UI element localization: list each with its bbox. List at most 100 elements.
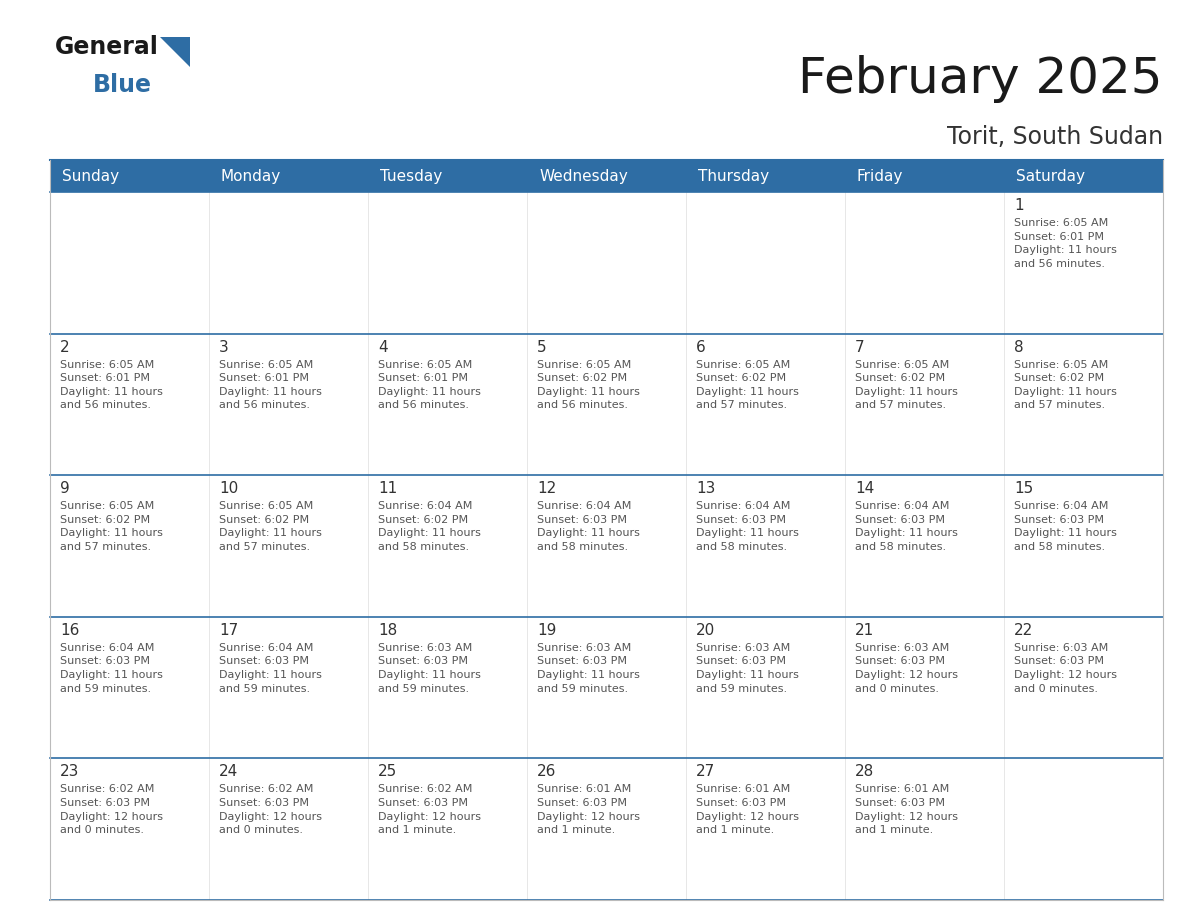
Text: Sunrise: 6:02 AM
Sunset: 6:03 PM
Daylight: 12 hours
and 0 minutes.: Sunrise: 6:02 AM Sunset: 6:03 PM Dayligh… bbox=[61, 784, 163, 835]
Text: Sunrise: 6:05 AM
Sunset: 6:02 PM
Daylight: 11 hours
and 57 minutes.: Sunrise: 6:05 AM Sunset: 6:02 PM Dayligh… bbox=[61, 501, 163, 552]
Bar bbox=[1004, 192, 1163, 333]
Text: Sunday: Sunday bbox=[62, 169, 119, 184]
Text: 26: 26 bbox=[537, 765, 556, 779]
Bar bbox=[1004, 758, 1163, 900]
Text: 1: 1 bbox=[1015, 198, 1024, 213]
Text: Sunrise: 6:02 AM
Sunset: 6:03 PM
Daylight: 12 hours
and 0 minutes.: Sunrise: 6:02 AM Sunset: 6:03 PM Dayligh… bbox=[219, 784, 322, 835]
Bar bbox=[527, 476, 685, 617]
Bar bbox=[50, 476, 209, 617]
Text: Sunrise: 6:01 AM
Sunset: 6:03 PM
Daylight: 12 hours
and 1 minute.: Sunrise: 6:01 AM Sunset: 6:03 PM Dayligh… bbox=[537, 784, 640, 835]
Bar bbox=[50, 758, 209, 900]
Text: Saturday: Saturday bbox=[1016, 169, 1085, 184]
Text: Sunrise: 6:04 AM
Sunset: 6:02 PM
Daylight: 11 hours
and 58 minutes.: Sunrise: 6:04 AM Sunset: 6:02 PM Dayligh… bbox=[378, 501, 481, 552]
Text: 23: 23 bbox=[61, 765, 80, 779]
Text: 20: 20 bbox=[696, 622, 715, 638]
Bar bbox=[685, 476, 845, 617]
Text: 18: 18 bbox=[378, 622, 397, 638]
Bar bbox=[50, 617, 209, 758]
Bar bbox=[685, 333, 845, 476]
Bar bbox=[845, 192, 1004, 333]
Text: Sunrise: 6:05 AM
Sunset: 6:01 PM
Daylight: 11 hours
and 56 minutes.: Sunrise: 6:05 AM Sunset: 6:01 PM Dayligh… bbox=[1015, 218, 1117, 269]
Bar bbox=[1004, 476, 1163, 617]
Bar bbox=[685, 617, 845, 758]
Bar bbox=[368, 192, 527, 333]
Text: Sunrise: 6:05 AM
Sunset: 6:02 PM
Daylight: 11 hours
and 57 minutes.: Sunrise: 6:05 AM Sunset: 6:02 PM Dayligh… bbox=[855, 360, 958, 410]
Bar bbox=[209, 758, 368, 900]
Text: Sunrise: 6:03 AM
Sunset: 6:03 PM
Daylight: 11 hours
and 59 minutes.: Sunrise: 6:03 AM Sunset: 6:03 PM Dayligh… bbox=[537, 643, 640, 694]
Text: 7: 7 bbox=[855, 340, 865, 354]
Text: Sunrise: 6:03 AM
Sunset: 6:03 PM
Daylight: 12 hours
and 0 minutes.: Sunrise: 6:03 AM Sunset: 6:03 PM Dayligh… bbox=[1015, 643, 1117, 694]
Bar bbox=[845, 476, 1004, 617]
Text: Sunrise: 6:02 AM
Sunset: 6:03 PM
Daylight: 12 hours
and 1 minute.: Sunrise: 6:02 AM Sunset: 6:03 PM Dayligh… bbox=[378, 784, 481, 835]
Text: Sunrise: 6:05 AM
Sunset: 6:02 PM
Daylight: 11 hours
and 56 minutes.: Sunrise: 6:05 AM Sunset: 6:02 PM Dayligh… bbox=[537, 360, 640, 410]
Text: 4: 4 bbox=[378, 340, 387, 354]
Text: Sunrise: 6:03 AM
Sunset: 6:03 PM
Daylight: 11 hours
and 59 minutes.: Sunrise: 6:03 AM Sunset: 6:03 PM Dayligh… bbox=[378, 643, 481, 694]
Text: 11: 11 bbox=[378, 481, 397, 497]
Bar bbox=[527, 160, 685, 192]
Bar bbox=[527, 333, 685, 476]
Text: Sunrise: 6:04 AM
Sunset: 6:03 PM
Daylight: 11 hours
and 58 minutes.: Sunrise: 6:04 AM Sunset: 6:03 PM Dayligh… bbox=[855, 501, 958, 552]
Bar bbox=[685, 192, 845, 333]
Text: Sunrise: 6:01 AM
Sunset: 6:03 PM
Daylight: 12 hours
and 1 minute.: Sunrise: 6:01 AM Sunset: 6:03 PM Dayligh… bbox=[855, 784, 958, 835]
Text: 27: 27 bbox=[696, 765, 715, 779]
Bar bbox=[1004, 617, 1163, 758]
Text: 5: 5 bbox=[537, 340, 546, 354]
Text: February 2025: February 2025 bbox=[798, 55, 1163, 103]
Text: 22: 22 bbox=[1015, 622, 1034, 638]
Text: 28: 28 bbox=[855, 765, 874, 779]
Bar bbox=[368, 617, 527, 758]
Bar bbox=[209, 476, 368, 617]
Bar bbox=[527, 617, 685, 758]
Text: 14: 14 bbox=[855, 481, 874, 497]
Text: 24: 24 bbox=[219, 765, 239, 779]
Bar bbox=[50, 333, 209, 476]
Text: Blue: Blue bbox=[93, 73, 152, 97]
Bar bbox=[845, 333, 1004, 476]
Bar bbox=[368, 333, 527, 476]
Bar bbox=[845, 160, 1004, 192]
Text: Sunrise: 6:03 AM
Sunset: 6:03 PM
Daylight: 11 hours
and 59 minutes.: Sunrise: 6:03 AM Sunset: 6:03 PM Dayligh… bbox=[696, 643, 798, 694]
Text: Friday: Friday bbox=[857, 169, 903, 184]
Text: 13: 13 bbox=[696, 481, 715, 497]
Text: Sunrise: 6:04 AM
Sunset: 6:03 PM
Daylight: 11 hours
and 58 minutes.: Sunrise: 6:04 AM Sunset: 6:03 PM Dayligh… bbox=[696, 501, 798, 552]
Bar bbox=[368, 160, 527, 192]
Text: 10: 10 bbox=[219, 481, 239, 497]
Text: Sunrise: 6:05 AM
Sunset: 6:02 PM
Daylight: 11 hours
and 57 minutes.: Sunrise: 6:05 AM Sunset: 6:02 PM Dayligh… bbox=[696, 360, 798, 410]
Bar bbox=[527, 758, 685, 900]
Polygon shape bbox=[160, 37, 190, 67]
Text: Sunrise: 6:04 AM
Sunset: 6:03 PM
Daylight: 11 hours
and 59 minutes.: Sunrise: 6:04 AM Sunset: 6:03 PM Dayligh… bbox=[61, 643, 163, 694]
Text: Sunrise: 6:05 AM
Sunset: 6:02 PM
Daylight: 11 hours
and 57 minutes.: Sunrise: 6:05 AM Sunset: 6:02 PM Dayligh… bbox=[219, 501, 322, 552]
Bar bbox=[1004, 160, 1163, 192]
Bar bbox=[50, 160, 209, 192]
Bar bbox=[368, 758, 527, 900]
Text: 17: 17 bbox=[219, 622, 239, 638]
Text: 21: 21 bbox=[855, 622, 874, 638]
Bar bbox=[527, 192, 685, 333]
Text: Sunrise: 6:01 AM
Sunset: 6:03 PM
Daylight: 12 hours
and 1 minute.: Sunrise: 6:01 AM Sunset: 6:03 PM Dayligh… bbox=[696, 784, 800, 835]
Text: 8: 8 bbox=[1015, 340, 1024, 354]
Text: 25: 25 bbox=[378, 765, 397, 779]
Text: 12: 12 bbox=[537, 481, 556, 497]
Text: Sunrise: 6:04 AM
Sunset: 6:03 PM
Daylight: 11 hours
and 58 minutes.: Sunrise: 6:04 AM Sunset: 6:03 PM Dayligh… bbox=[537, 501, 640, 552]
Text: Sunrise: 6:04 AM
Sunset: 6:03 PM
Daylight: 11 hours
and 58 minutes.: Sunrise: 6:04 AM Sunset: 6:03 PM Dayligh… bbox=[1015, 501, 1117, 552]
Text: Tuesday: Tuesday bbox=[380, 169, 442, 184]
Bar bbox=[209, 617, 368, 758]
Bar bbox=[685, 758, 845, 900]
Text: Thursday: Thursday bbox=[699, 169, 769, 184]
Text: Sunrise: 6:04 AM
Sunset: 6:03 PM
Daylight: 11 hours
and 59 minutes.: Sunrise: 6:04 AM Sunset: 6:03 PM Dayligh… bbox=[219, 643, 322, 694]
Text: 2: 2 bbox=[61, 340, 70, 354]
Text: Sunrise: 6:05 AM
Sunset: 6:01 PM
Daylight: 11 hours
and 56 minutes.: Sunrise: 6:05 AM Sunset: 6:01 PM Dayligh… bbox=[378, 360, 481, 410]
Text: 16: 16 bbox=[61, 622, 80, 638]
Text: 3: 3 bbox=[219, 340, 229, 354]
Text: 19: 19 bbox=[537, 622, 556, 638]
Text: 9: 9 bbox=[61, 481, 70, 497]
Bar bbox=[1004, 333, 1163, 476]
Bar bbox=[209, 192, 368, 333]
Bar bbox=[209, 333, 368, 476]
Text: Torit, South Sudan: Torit, South Sudan bbox=[947, 125, 1163, 149]
Text: Sunrise: 6:05 AM
Sunset: 6:01 PM
Daylight: 11 hours
and 56 minutes.: Sunrise: 6:05 AM Sunset: 6:01 PM Dayligh… bbox=[61, 360, 163, 410]
Bar bbox=[845, 758, 1004, 900]
Text: 15: 15 bbox=[1015, 481, 1034, 497]
Bar bbox=[50, 192, 209, 333]
Bar bbox=[209, 160, 368, 192]
